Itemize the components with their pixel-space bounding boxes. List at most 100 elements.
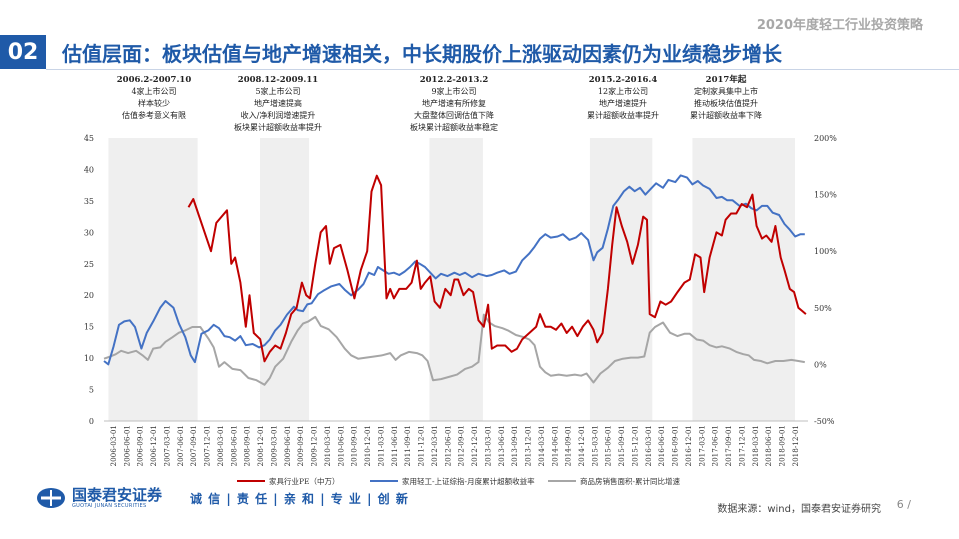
- annotation-line: 9家上市公司: [431, 87, 477, 96]
- x-tick-label: 2018-06-01: [764, 425, 773, 466]
- x-tick-label: 2008-03-01: [216, 425, 225, 466]
- x-tick-label: 2006-03-01: [109, 425, 118, 466]
- page-number: 6 /: [896, 498, 911, 511]
- annotation-title: 2006.2-2007.10: [116, 75, 192, 85]
- annotation-line: 板块累计超额收益率提升: [234, 123, 322, 132]
- x-tick-label: 2008-09-01: [243, 425, 252, 466]
- data-source: 数据来源：wind，国泰君安证券研究: [717, 504, 881, 515]
- annotation-line: 样本较少: [138, 99, 170, 108]
- shaded-period: [589, 138, 653, 421]
- x-tick-label: 2007-12-01: [203, 425, 212, 466]
- annotation-line: 12家上市公司: [597, 87, 649, 96]
- annotation-line: 地产增速提高: [254, 99, 302, 108]
- shaded-period: [260, 138, 310, 421]
- y-right-tick-label: 100%: [814, 247, 837, 256]
- x-tick-label: 2016-09-01: [671, 425, 680, 466]
- annotation-line: 地产增速提升: [599, 99, 647, 108]
- x-tick-label: 2014-03-01: [537, 425, 546, 466]
- x-tick-label: 2011-12-01: [417, 425, 426, 466]
- x-tick-label: 2013-09-01: [510, 425, 519, 466]
- annotation-2012: 2012.2-2013.2 9家上市公司 地产增速有所修复 大盘整体回调估值下降…: [392, 74, 516, 134]
- x-tick-label: 2010-03-01: [323, 425, 332, 466]
- shaded-period: [108, 138, 198, 421]
- annotation-2017: 2017年起 定制家具集中上市 推动板块估值提升 累计超额收益率下降: [676, 74, 776, 122]
- x-tick-label: 2018-03-01: [751, 425, 760, 466]
- series-line: [103, 313, 805, 386]
- annotation-line: 累计超额收益率提升: [587, 111, 659, 120]
- annotation-line: 估值参考意义有限: [122, 111, 186, 120]
- x-tick-label: 2017-09-01: [724, 425, 733, 466]
- x-tick-label: 2017-03-01: [697, 425, 706, 466]
- company-logo: 国泰君安证券 GUOTAI JUNAN SECURITIES: [36, 487, 162, 509]
- series-line: [187, 174, 807, 363]
- annotation-line: 5家上市公司: [255, 87, 301, 96]
- annotation-line: 板块累计超额收益率稳定: [410, 123, 498, 132]
- chart-legend: 家具行业PE（中万） 家用轻工-上证综指-月度累计超额收益率 商品房销售面积-累计同…: [237, 476, 681, 486]
- x-tick-label: 2007-06-01: [176, 425, 185, 466]
- x-tick-label: 2014-06-01: [550, 425, 559, 466]
- title-divider: [46, 69, 959, 70]
- x-tick-label: 2012-06-01: [443, 425, 452, 466]
- y-left-tick-label: 30: [84, 228, 94, 237]
- shaded-period: [692, 138, 795, 421]
- x-tick-label: 2017-12-01: [737, 425, 746, 466]
- y-left-tick-label: 40: [84, 165, 94, 174]
- annotation-title: 2008.12-2009.11: [237, 75, 319, 85]
- report-title: 2020年度轻工行业投资策略: [756, 18, 923, 33]
- x-tick-label: 2015-03-01: [590, 425, 599, 466]
- company-name: 国泰君安证券: [72, 486, 163, 504]
- shaded-periods: [108, 138, 795, 421]
- y-left-tick-label: 15: [84, 323, 94, 332]
- x-tick-label: 2011-03-01: [376, 425, 385, 466]
- page-title: 估值层面：板块估值与地产增速相关，中长期股价上涨驱动因素仍为业绩稳步增长: [62, 42, 782, 66]
- annotation-title: 2017年起: [705, 75, 747, 85]
- annotation-line: 大盘整体回调估值下降: [414, 111, 494, 120]
- x-tick-label: 2007-03-01: [162, 425, 171, 466]
- y-right-tick-label: 0%: [814, 360, 827, 369]
- x-tick-label: 2006-09-01: [136, 425, 145, 466]
- x-tick-label: 2016-06-01: [657, 425, 666, 466]
- series-line: [103, 174, 805, 366]
- x-tick-label: 2006-12-01: [149, 425, 158, 466]
- legend-label: 商品房销售面积-累计同比增速: [580, 476, 681, 486]
- chart-series: [103, 174, 807, 386]
- x-tick-label: 2010-12-01: [363, 425, 372, 466]
- x-tick-label: 2007-09-01: [189, 425, 198, 466]
- x-tick-label: 2013-12-01: [524, 425, 533, 466]
- x-tick-label: 2010-09-01: [350, 425, 359, 466]
- x-tick-label: 2010-06-01: [336, 425, 345, 466]
- logo-icon: [36, 487, 66, 509]
- legend-label: 家用轻工-上证综指-月度累计超额收益率: [402, 476, 535, 486]
- y-left-tick-label: 45: [84, 134, 94, 143]
- annotation-line: 4家上市公司: [131, 87, 177, 96]
- x-tick-label: 2009-06-01: [283, 425, 292, 466]
- annotation-line: 定制家具集中上市: [694, 87, 758, 96]
- y-right-tick-label: 150%: [814, 191, 837, 200]
- y-left-tick-label: 20: [84, 291, 94, 300]
- chart-axes: 0 5 10 15 20 25 30 35 40 45 -50% 0% 50% 100% 150% 200% 2…: [84, 134, 837, 466]
- x-tick-label: 2015-12-01: [630, 425, 639, 466]
- x-tick-label: 2018-12-01: [791, 425, 800, 466]
- annotation-line: 收入/净利润增速提升: [240, 111, 316, 120]
- x-tick-label: 2014-09-01: [564, 425, 573, 466]
- annotation-line: 累计超额收益率下降: [690, 111, 762, 120]
- x-tick-label: 2015-06-01: [604, 425, 613, 466]
- section-number-badge: 02: [0, 35, 46, 69]
- y-right-tick-label: 200%: [814, 134, 837, 143]
- x-tick-label: 2018-09-01: [778, 425, 787, 466]
- x-tick-label: 2009-03-01: [269, 425, 278, 466]
- x-tick-label: 2017-06-01: [711, 425, 720, 466]
- annotation-2008: 2008.12-2009.11 5家上市公司 地产增速提高 收入/净利润增速提升…: [219, 74, 337, 134]
- y-left-tick-label: 35: [84, 197, 94, 206]
- y-left-tick-label: 10: [84, 354, 94, 363]
- x-tick-label: 2013-06-01: [497, 425, 506, 466]
- x-tick-label: 2015-09-01: [617, 425, 626, 466]
- y-left-tick-label: 25: [84, 260, 94, 269]
- company-motto: 诚 信 | 责 任 | 亲 和 | 专 业 | 创 新: [190, 492, 409, 506]
- x-tick-label: 2011-09-01: [403, 425, 412, 466]
- x-tick-label: 2008-06-01: [229, 425, 238, 466]
- x-tick-label: 2011-06-01: [390, 425, 399, 466]
- x-tick-label: 2012-03-01: [430, 425, 439, 466]
- x-tick-label: 2008-12-01: [256, 425, 265, 466]
- annotation-line: 推动板块估值提升: [694, 99, 758, 108]
